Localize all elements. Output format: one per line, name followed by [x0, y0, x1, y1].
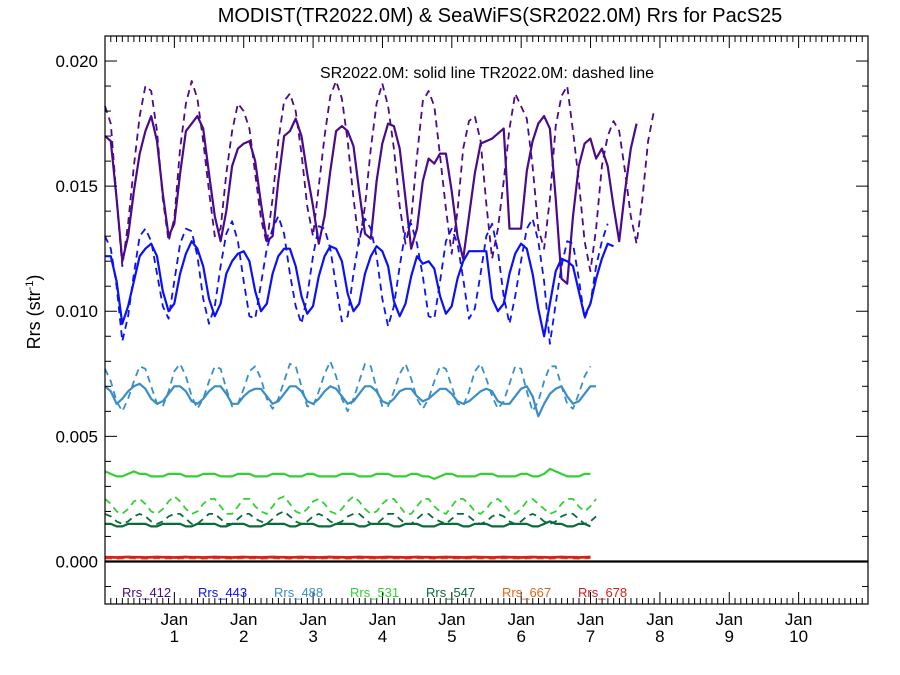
- legend-entry-rrs-443: Rrs_443: [198, 585, 247, 600]
- legend-entry-rrs-547: Rrs_547: [426, 585, 475, 600]
- x-tick-label-month: Jan: [161, 610, 188, 629]
- legend-entry-rrs-667: Rrs_667: [502, 585, 551, 600]
- x-tick-label-month: Jan: [230, 610, 257, 629]
- x-tick-label-year: 6: [516, 627, 525, 646]
- x-tick-label-year: 4: [378, 627, 387, 646]
- x-tick-label-month: Jan: [438, 610, 465, 629]
- series-rrs-488-dashed: [104, 360, 592, 413]
- y-tick-label: 0.005: [55, 427, 98, 446]
- x-tick-label-year: 2: [239, 627, 248, 646]
- series-layer: [104, 80, 655, 560]
- x-tick-label-year: 1: [170, 627, 179, 646]
- x-tick-label-month: Jan: [577, 610, 604, 629]
- series-rrs-547-solid: [105, 520, 591, 528]
- axis-layer: 0.0000.0050.0100.0150.020Jan1Jan2Jan3Jan…: [55, 35, 869, 646]
- x-tick-label-month: Jan: [299, 610, 326, 629]
- x-tick-label-year: 3: [308, 627, 317, 646]
- y-axis-label: Rrs (str-1): [24, 275, 44, 350]
- x-tick-label-month: Jan: [646, 610, 673, 629]
- series-rrs-488-solid: [104, 382, 597, 418]
- legend-entry-rrs-412: Rrs_412: [122, 585, 171, 600]
- x-tick-label-year: 5: [447, 627, 456, 646]
- x-tick-label-month: Jan: [785, 610, 812, 629]
- series-rrs-531-dashed: [104, 495, 597, 515]
- series-rrs-678-dashed: [105, 556, 591, 559]
- y-tick-label: 0.020: [55, 52, 98, 71]
- series-rrs-443-dashed: [104, 215, 609, 345]
- line-style-annotation: SR2022.0M: solid line TR2022.0M: dashed …: [320, 65, 654, 82]
- series-rrs-443-solid: [105, 240, 614, 338]
- legend-entry-rrs-488: Rrs_488: [274, 585, 323, 600]
- series-rrs-531-solid: [104, 467, 591, 480]
- x-tick-label-year: 7: [586, 627, 595, 646]
- series-rrs-412-dashed: [104, 80, 655, 273]
- y-tick-label: 0.000: [55, 552, 98, 571]
- x-tick-label-year: 9: [725, 627, 734, 646]
- x-tick-label-year: 10: [789, 627, 808, 646]
- x-tick-label-month: Jan: [507, 610, 534, 629]
- x-tick-label-year: 8: [655, 627, 664, 646]
- chart-title: MODIST(TR2022.0M) & SeaWiFS(SR2022.0M) R…: [218, 5, 783, 27]
- legend-entry-rrs-678: Rrs_678: [578, 585, 627, 600]
- series-rrs-547-dashed: [104, 510, 597, 525]
- y-tick-label: 0.010: [55, 302, 98, 321]
- x-tick-label-month: Jan: [369, 610, 396, 629]
- legend-entry-rrs-531: Rrs_531: [350, 585, 399, 600]
- x-tick-label-month: Jan: [716, 610, 743, 629]
- legend: Rrs_412 Rrs_443 Rrs_488 Rrs_531 Rrs_547 Rrs_6…: [122, 585, 627, 600]
- series-rrs-412-solid: [104, 114, 638, 285]
- y-tick-label: 0.015: [55, 177, 98, 196]
